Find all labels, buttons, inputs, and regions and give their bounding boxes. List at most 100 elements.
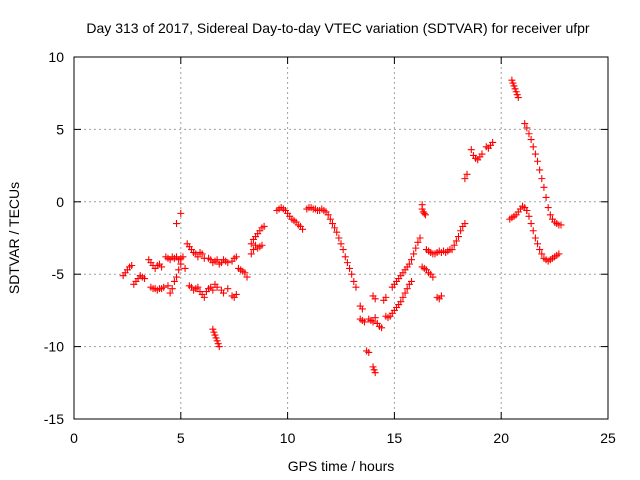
data-point xyxy=(209,286,217,294)
x-tick-label: 20 xyxy=(493,430,509,446)
data-point xyxy=(213,256,221,264)
data-point xyxy=(360,318,368,326)
y-tick-label: -5 xyxy=(52,266,65,282)
plot-frame xyxy=(73,56,609,420)
data-point xyxy=(407,256,415,264)
data-point xyxy=(212,334,220,342)
data-point xyxy=(158,263,166,271)
data-point xyxy=(341,253,349,261)
data-point xyxy=(521,120,529,128)
data-point xyxy=(335,234,343,242)
y-tick-label: 5 xyxy=(56,121,64,137)
data-point xyxy=(463,170,471,178)
data-point xyxy=(209,325,217,333)
data-point xyxy=(399,293,407,301)
data-point xyxy=(213,337,221,345)
data-point xyxy=(343,259,351,267)
data-point xyxy=(370,366,378,374)
data-point xyxy=(333,228,341,236)
data-point xyxy=(128,262,136,270)
data-point xyxy=(173,220,181,228)
data-point xyxy=(170,277,178,285)
data-point xyxy=(531,234,539,242)
data-point xyxy=(523,124,531,132)
data-point xyxy=(324,211,332,219)
data-point xyxy=(531,150,539,158)
data-point xyxy=(140,275,148,283)
y-axis-label: SDTVAR / TECUs xyxy=(6,182,22,294)
data-point xyxy=(420,209,428,217)
data-point xyxy=(369,318,377,326)
data-point xyxy=(557,221,565,229)
data-point xyxy=(414,238,422,246)
data-point xyxy=(352,283,360,291)
data-point xyxy=(337,240,345,248)
data-point xyxy=(200,293,208,301)
data-point xyxy=(536,246,544,254)
data-point xyxy=(538,175,546,183)
data-point xyxy=(224,259,232,267)
data-point xyxy=(529,143,537,151)
data-point xyxy=(299,225,307,233)
data-point xyxy=(489,138,497,146)
data-point xyxy=(175,266,183,274)
data-point xyxy=(371,369,379,377)
data-point xyxy=(243,273,251,281)
data-point xyxy=(454,233,462,241)
data-point xyxy=(198,250,206,258)
data-point xyxy=(247,240,255,248)
data-point xyxy=(168,285,176,293)
data-point xyxy=(328,220,336,228)
data-point xyxy=(429,273,437,281)
data-point xyxy=(534,240,542,248)
data-point xyxy=(529,227,537,235)
data-point xyxy=(181,264,189,272)
data-point xyxy=(407,277,415,285)
data-point xyxy=(509,79,517,87)
data-point xyxy=(452,237,460,245)
data-point xyxy=(534,157,542,165)
data-point xyxy=(348,270,356,278)
data-point xyxy=(177,209,185,217)
data-point xyxy=(461,175,469,183)
data-point xyxy=(249,246,257,254)
x-tick-label: 0 xyxy=(70,430,78,446)
data-point xyxy=(382,293,390,301)
data-point xyxy=(350,277,358,285)
data-point xyxy=(538,250,546,258)
data-point xyxy=(166,289,174,297)
x-tick-label: 15 xyxy=(387,430,403,446)
data-point xyxy=(461,220,469,228)
data-point xyxy=(247,250,255,258)
data-point xyxy=(194,253,202,261)
data-point xyxy=(514,94,522,102)
data-point xyxy=(331,224,339,232)
data-point xyxy=(258,241,266,249)
data-point xyxy=(232,290,240,298)
x-tick-label: 5 xyxy=(177,430,185,446)
data-point xyxy=(457,227,465,235)
data-point xyxy=(326,215,334,223)
data-point xyxy=(418,205,426,213)
data-point xyxy=(513,91,521,99)
data-point xyxy=(358,305,366,313)
data-point xyxy=(220,289,228,297)
data-point xyxy=(523,206,531,214)
x-tick-label: 10 xyxy=(280,430,296,446)
data-point xyxy=(546,211,554,219)
y-tick-label: -15 xyxy=(44,411,64,427)
data-point xyxy=(224,285,232,293)
data-point xyxy=(405,260,413,268)
data-point xyxy=(525,130,533,138)
x-axis-label: GPS time / hours xyxy=(288,458,395,474)
data-point xyxy=(412,244,420,252)
data-point xyxy=(467,146,475,154)
x-tick-label: 25 xyxy=(600,430,616,446)
grid-lines xyxy=(74,57,608,419)
data-point xyxy=(527,220,535,228)
y-tick-label: -10 xyxy=(44,339,64,355)
data-point xyxy=(346,264,354,272)
y-tick-label: 0 xyxy=(56,194,64,210)
data-point xyxy=(194,283,202,291)
